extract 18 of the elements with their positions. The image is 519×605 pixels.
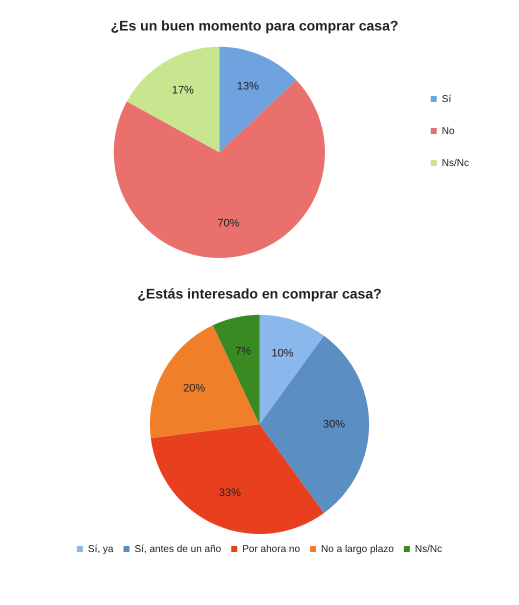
data-label: 7% — [235, 346, 252, 358]
data-label: 17% — [172, 84, 194, 97]
chart-title: ¿Estás interesado en comprar casa? — [137, 285, 382, 302]
legend-label: No a largo plazo — [321, 544, 394, 555]
data-label: 13% — [236, 80, 260, 93]
data-label: 10% — [272, 348, 294, 360]
chart-title: ¿Es un buen momento para comprar casa? — [110, 17, 398, 34]
legend-label: Ns/Nc — [442, 158, 470, 169]
legend-label: No — [442, 126, 455, 137]
legend-label: Ns/Nc — [414, 544, 442, 555]
data-label: 33% — [218, 486, 242, 499]
legend-label: Sí — [442, 94, 452, 105]
legend-label: Sí, ya — [88, 544, 114, 555]
data-label: 70% — [217, 218, 240, 230]
data-label: 20% — [183, 382, 206, 395]
legend-label: Por ahora no — [242, 544, 300, 555]
data-label: 30% — [323, 418, 346, 430]
legend-label: Sí, antes de un año — [134, 544, 222, 555]
